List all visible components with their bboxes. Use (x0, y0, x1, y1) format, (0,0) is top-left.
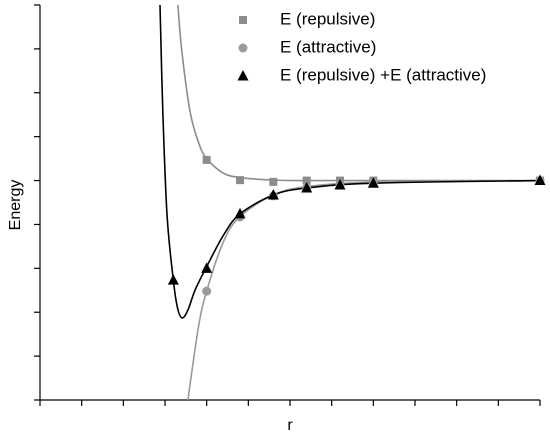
data-point (234, 207, 246, 219)
data-point (534, 174, 546, 186)
data-point (267, 189, 279, 200)
data-point (302, 176, 311, 185)
data-point (236, 176, 244, 185)
curves (159, 5, 540, 400)
data-point (301, 182, 313, 193)
data-point (202, 155, 211, 164)
legend-marker (239, 16, 247, 24)
legend-marker (237, 70, 249, 81)
legend-marker (238, 43, 248, 53)
x-axis-label: r (287, 417, 293, 434)
curve (177, 5, 540, 182)
legend-label: E (attractive) (280, 37, 376, 56)
data-point (202, 286, 212, 296)
data-point (201, 262, 213, 273)
data-point (167, 274, 179, 285)
data-point (367, 177, 379, 188)
legend-label: E (repulsive) +E (attractive) (280, 65, 486, 84)
data-point (334, 178, 346, 190)
y-axis-label: Energy (7, 180, 24, 231)
data-point (269, 177, 278, 186)
legend-label: E (repulsive) (280, 9, 375, 28)
